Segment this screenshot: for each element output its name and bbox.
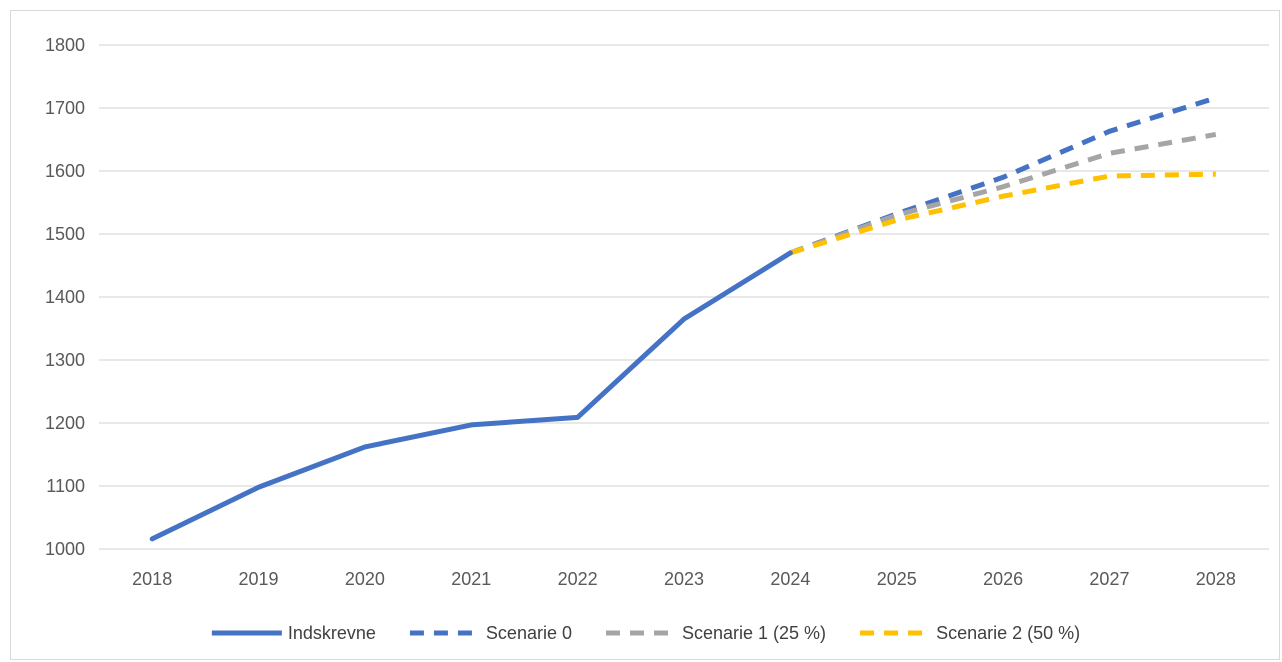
legend-label-0: Indskrevne xyxy=(288,623,376,643)
x-tick-label: 2027 xyxy=(1089,569,1129,589)
x-tick-label: 2019 xyxy=(239,569,279,589)
y-tick-label: 1700 xyxy=(45,98,85,118)
x-tick-label: 2028 xyxy=(1196,569,1236,589)
x-tick-label: 2018 xyxy=(132,569,172,589)
x-tick-label: 2025 xyxy=(877,569,917,589)
x-tick-label: 2024 xyxy=(770,569,810,589)
legend-label-1: Scenarie 0 xyxy=(486,623,572,643)
x-axis-ticks: 2018 2019 2020 2021 2022 2023 2024 2025 2026 2027… xyxy=(132,569,1236,589)
y-tick-label: 1500 xyxy=(45,224,85,244)
x-tick-label: 2023 xyxy=(664,569,704,589)
y-tick-label: 1800 xyxy=(45,35,85,55)
x-tick-label: 2022 xyxy=(558,569,598,589)
y-axis-ticks: 1000 1100 1200 1300 1400 1500 1600 1700 1800 xyxy=(45,35,85,559)
y-tick-label: 1600 xyxy=(45,161,85,181)
y-tick-label: 1300 xyxy=(45,350,85,370)
legend: Indskrevne Scenarie 0 Scenarie 1 (25 %) Sce… xyxy=(212,623,1080,643)
x-tick-label: 2026 xyxy=(983,569,1023,589)
y-tick-label: 1100 xyxy=(46,476,85,496)
y-tick-label: 1200 xyxy=(45,413,85,433)
line-chart: 1000 1100 1200 1300 1400 1500 1600 1700 1800 201… xyxy=(11,11,1281,661)
legend-label-3: Scenarie 2 (50 %) xyxy=(936,623,1080,643)
series-line-0 xyxy=(152,253,790,539)
chart-frame: 1000 1100 1200 1300 1400 1500 1600 1700 1800 201… xyxy=(10,10,1280,660)
legend-label-2: Scenarie 1 (25 %) xyxy=(682,623,826,643)
x-tick-label: 2020 xyxy=(345,569,385,589)
series-lines xyxy=(152,98,1216,539)
y-tick-label: 1000 xyxy=(45,539,85,559)
gridlines xyxy=(99,45,1269,549)
x-tick-label: 2021 xyxy=(451,569,491,589)
y-tick-label: 1400 xyxy=(45,287,85,307)
